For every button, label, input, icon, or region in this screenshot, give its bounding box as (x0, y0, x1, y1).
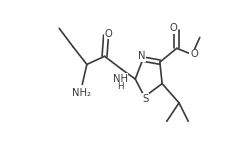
Text: O: O (105, 29, 113, 39)
Text: O: O (190, 49, 198, 59)
Text: O: O (170, 23, 177, 33)
Text: S: S (142, 94, 148, 104)
Text: N: N (138, 51, 145, 61)
Text: NH₂: NH₂ (72, 88, 91, 98)
Text: H: H (117, 82, 124, 91)
Text: NH: NH (113, 74, 128, 84)
